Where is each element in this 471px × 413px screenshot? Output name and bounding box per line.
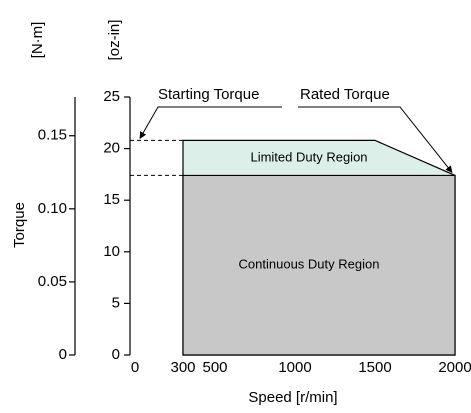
annotation: Rated Torque	[300, 86, 390, 103]
annotation: Starting Torque	[158, 86, 259, 103]
region-label: Limited Duty Region	[250, 149, 367, 164]
y2-tick-label: 0.10	[38, 200, 67, 217]
region	[182, 174, 456, 356]
y-tick-label: 25	[103, 88, 120, 105]
x-tick-label: 1500	[358, 359, 391, 376]
x-axis-label: Speed [r/min]	[248, 389, 337, 406]
region-label: Continuous Duty Region	[239, 257, 380, 272]
x-tick-label: 1000	[278, 359, 311, 376]
y2-tick-label: 0.05	[38, 273, 67, 290]
x-tick-label: 300	[170, 359, 195, 376]
x-tick-label: 2000	[438, 359, 471, 376]
y-tick-label: 20	[103, 140, 120, 157]
x-tick-label: 500	[202, 359, 227, 376]
y-tick-label: 5	[112, 294, 120, 311]
y-tick-label: 0	[112, 346, 120, 363]
annotation-leader	[139, 106, 282, 139]
y-axis-label: Torque	[11, 202, 28, 248]
annotation-leader	[298, 106, 453, 173]
x-tick-label: 0	[131, 359, 139, 376]
y-unit-label: [oz-in]	[106, 20, 123, 61]
plot-area	[182, 139, 456, 356]
y2-tick-label: 0	[59, 346, 67, 363]
y-tick-label: 15	[103, 191, 120, 208]
y-tick-label: 10	[103, 243, 120, 260]
y2-tick-label: 0.15	[38, 127, 67, 144]
y2-unit-label: [N·m]	[29, 22, 46, 59]
